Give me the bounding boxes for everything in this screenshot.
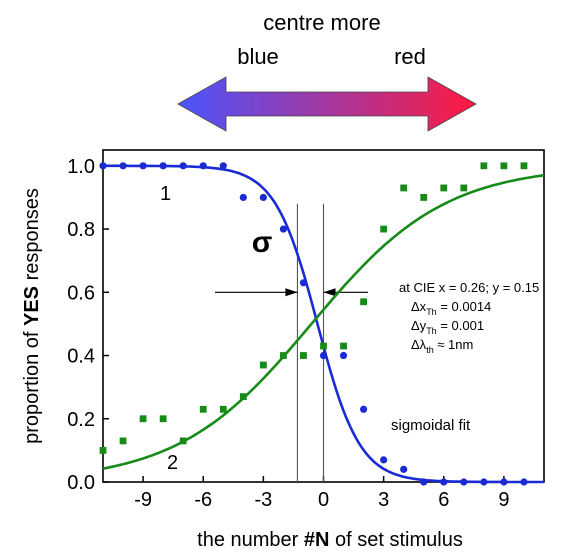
sigmoidal-fit-label: sigmoidal fit <box>391 417 471 434</box>
x-tick-label: -3 <box>254 489 272 511</box>
data-point-series-1 <box>159 162 167 170</box>
data-point-series-2 <box>300 352 307 359</box>
data-point-series-1 <box>500 478 508 486</box>
data-point-series-2 <box>460 184 468 192</box>
data-point-series-2 <box>400 184 408 192</box>
y-tick-label: 0.2 <box>67 409 95 431</box>
data-point-series-2 <box>219 405 227 413</box>
data-point-series-1 <box>380 456 388 464</box>
data-point-series-1 <box>139 162 147 170</box>
data-point-series-1 <box>259 193 267 202</box>
y-tick-label: 0.6 <box>67 282 95 304</box>
data-point-series-1 <box>460 478 468 486</box>
data-point-series-1 <box>179 162 187 170</box>
data-point-series-2 <box>320 342 327 350</box>
data-point-series-2 <box>199 405 207 413</box>
data-point-series-2 <box>500 162 508 170</box>
series-1-label: 1 <box>160 183 171 205</box>
data-point-series-2 <box>179 437 187 445</box>
data-point-series-2 <box>139 415 147 423</box>
y-axis-label: proportion of YES responses <box>21 188 43 444</box>
data-point-series-1 <box>339 351 348 360</box>
data-point-series-2 <box>259 361 267 369</box>
data-point-series-1 <box>299 279 308 287</box>
y-tick-label: 0.0 <box>67 472 95 494</box>
sigma-arrow-left-head <box>285 288 298 297</box>
data-point-series-1 <box>440 478 448 486</box>
data-point-series-2 <box>159 415 167 423</box>
cie-annotation: at CIE x = 0.26; y = 0.15 ΔxTh = 0.0014 … <box>399 280 539 355</box>
y-tick-label: 1.0 <box>67 156 95 178</box>
cie-line-2: ΔxTh = 0.0014 <box>411 299 491 317</box>
header-left-label: blue <box>237 44 279 69</box>
sigma-symbol: σ <box>252 226 273 259</box>
x-tick-label: -9 <box>134 489 152 511</box>
header-right-label: red <box>394 44 426 69</box>
data-point-series-1 <box>279 225 288 233</box>
data-point-series-2 <box>99 446 107 454</box>
fit-curve-series-2 <box>102 174 545 470</box>
data-point-series-1 <box>400 465 408 473</box>
header-top-label: centre more <box>263 10 380 35</box>
data-point-series-2 <box>420 194 428 201</box>
x-tick-label: 6 <box>438 489 449 511</box>
data-point-series-1 <box>219 162 227 170</box>
data-point-series-1 <box>319 351 328 360</box>
data-point-series-2 <box>280 352 287 359</box>
data-point-series-1 <box>239 193 247 202</box>
data-point-series-2 <box>239 393 247 401</box>
data-point-series-1 <box>520 478 528 486</box>
data-point-series-2 <box>340 342 347 350</box>
data-point-series-2 <box>380 225 388 233</box>
cie-line-4: Δλth ≈ 1nm <box>411 337 473 355</box>
data-point-series-1 <box>420 478 428 486</box>
data-point-series-1 <box>480 478 488 486</box>
data-point-series-2 <box>360 298 367 306</box>
y-tick-label: 0.8 <box>67 219 95 241</box>
x-tick-label: 3 <box>378 489 389 511</box>
data-point-series-1 <box>199 162 207 170</box>
data-point-series-2 <box>440 184 448 192</box>
data-point-series-1 <box>119 162 127 170</box>
x-tick-label: 9 <box>498 489 509 511</box>
cie-line-3: ΔyTh = 0.001 <box>411 318 484 336</box>
x-tick-label: 0 <box>318 489 329 511</box>
cie-line-1: at CIE x = 0.26; y = 0.15 <box>399 280 539 295</box>
data-point-series-2 <box>520 162 528 170</box>
data-point-series-1 <box>99 162 107 170</box>
sigma-arrow-right-head <box>323 288 336 297</box>
data-point-series-2 <box>119 437 127 445</box>
x-tick-label: -6 <box>194 489 212 511</box>
data-point-series-1 <box>359 405 368 413</box>
y-tick-label: 0.4 <box>67 346 95 368</box>
blue-red-arrow <box>177 76 477 132</box>
series-2-label: 2 <box>167 452 178 474</box>
data-point-series-2 <box>480 162 488 170</box>
x-axis-label: the number #N of set stimulus <box>197 529 463 551</box>
